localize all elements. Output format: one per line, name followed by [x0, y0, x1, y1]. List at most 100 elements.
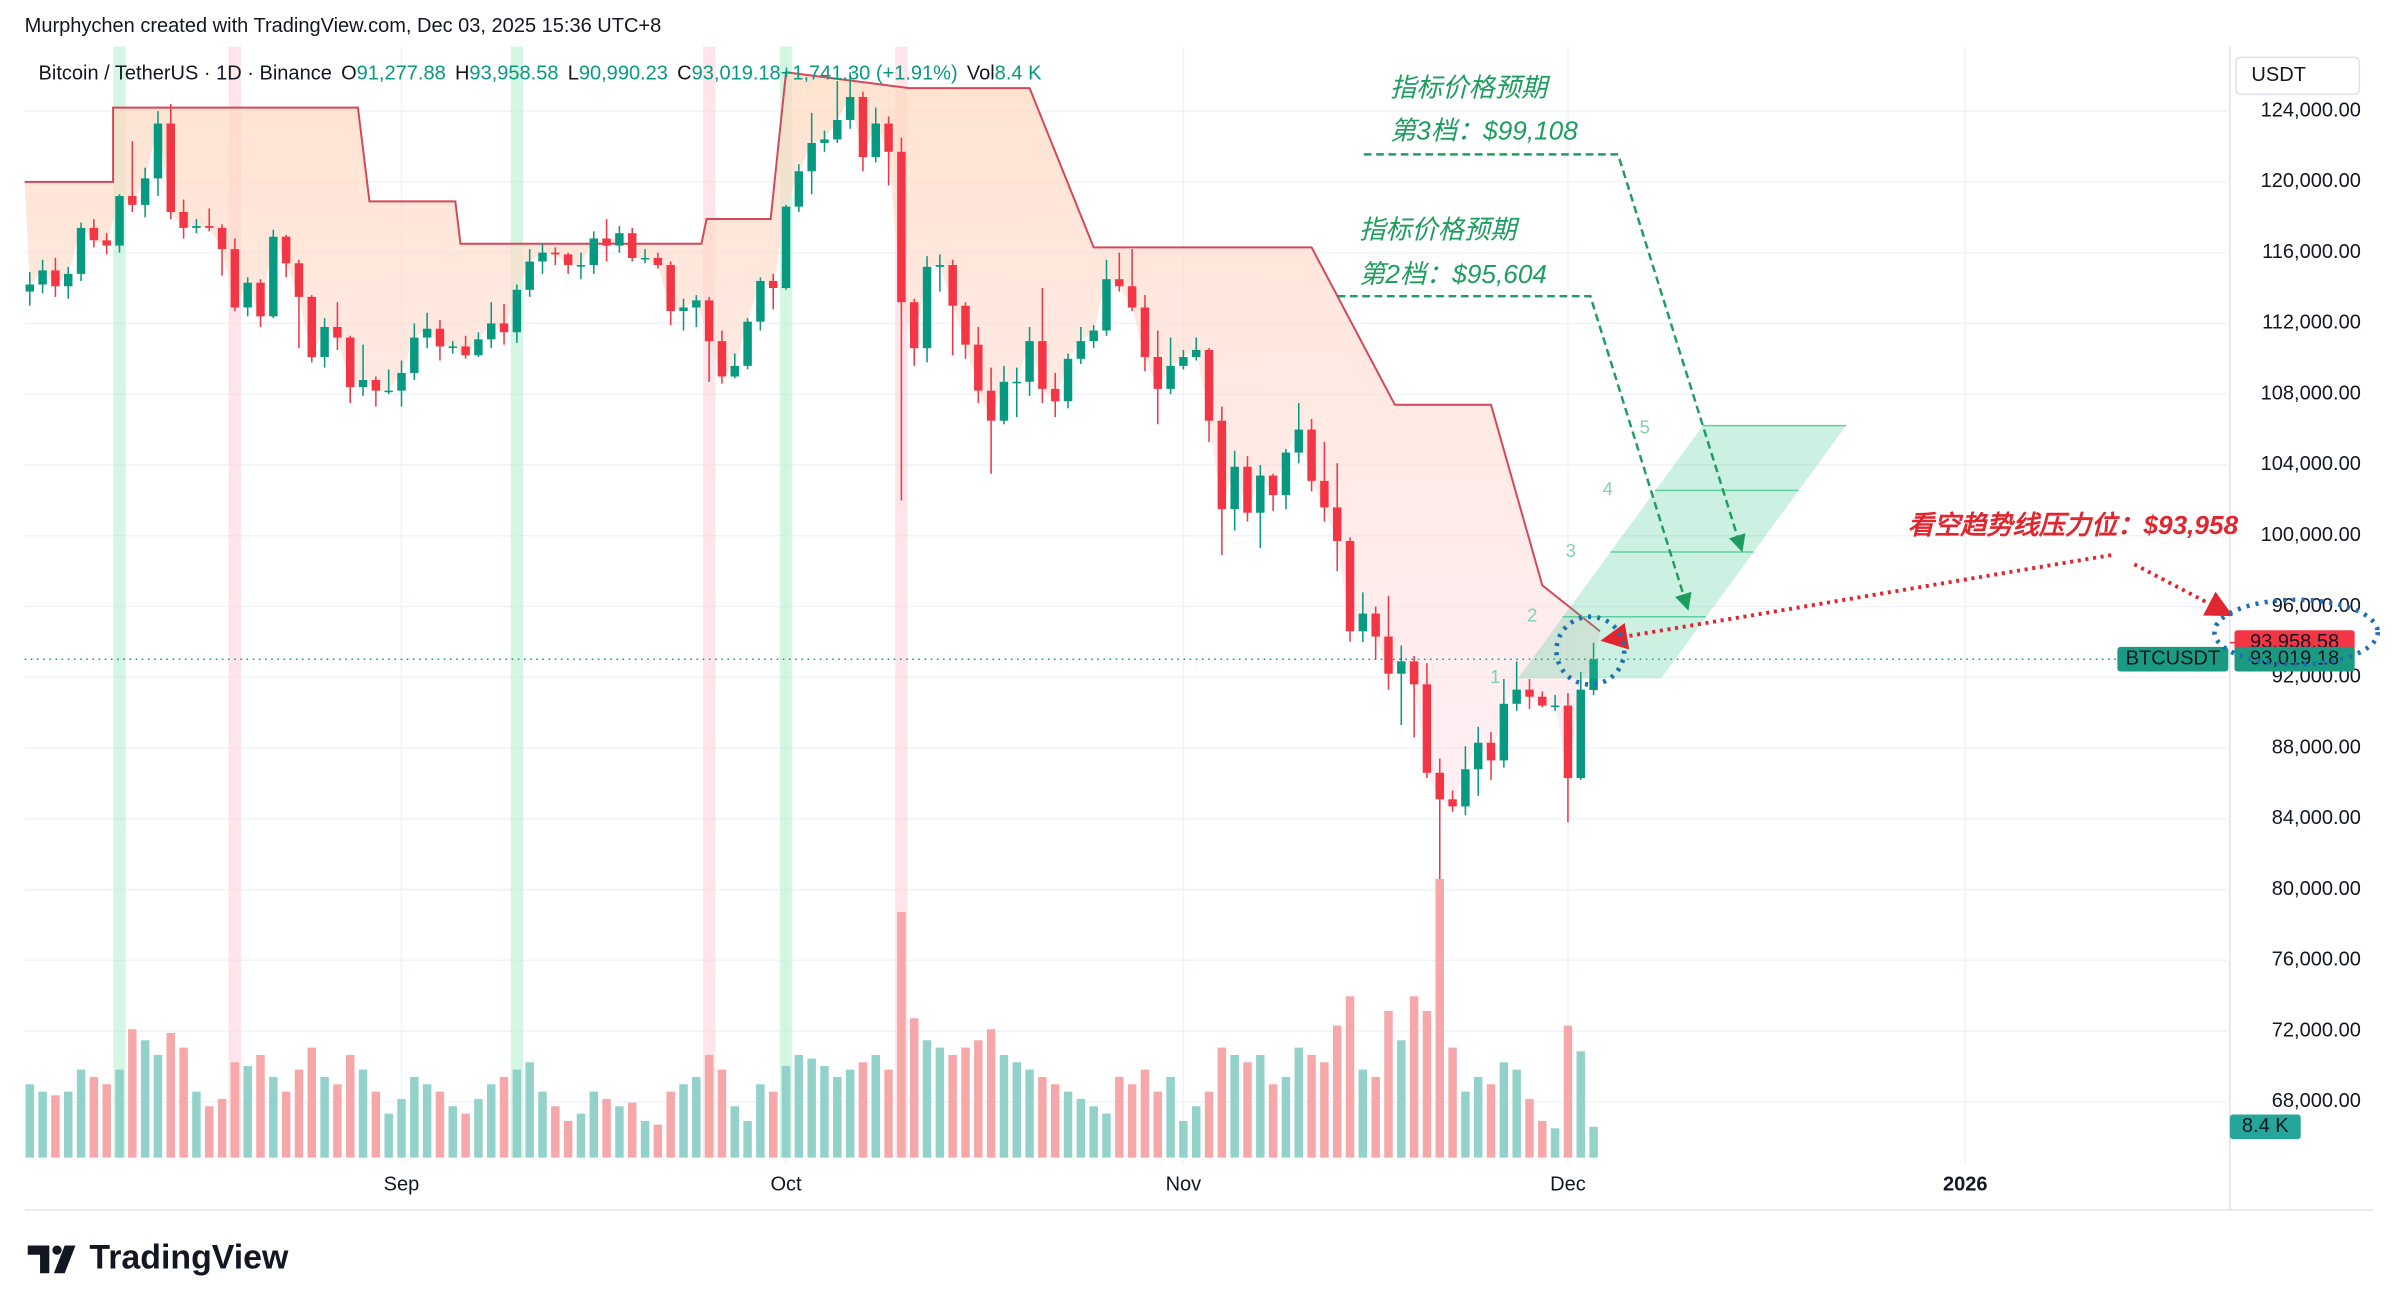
candle-body — [384, 390, 393, 393]
volume-bar — [333, 1084, 342, 1158]
attribution: Murphychen created with TradingView.com,… — [25, 15, 662, 37]
volume-bar — [525, 1062, 534, 1158]
candle-body — [576, 265, 586, 267]
candle-body — [474, 339, 483, 356]
volume-bar — [1397, 1040, 1406, 1158]
volume-bar — [192, 1091, 201, 1158]
candle-body — [820, 139, 829, 143]
candle-body — [538, 252, 547, 262]
candle-body — [525, 261, 534, 290]
candle-body — [1358, 613, 1368, 632]
symbol-tag: BTCUSDT — [2126, 648, 2221, 670]
volume-bar — [1038, 1076, 1047, 1158]
candle-body — [615, 233, 624, 246]
volume-bar — [666, 1091, 675, 1158]
volume-bar — [807, 1058, 816, 1158]
y-tick-label: 100,000.00 — [2261, 524, 2361, 546]
volume-bar — [1127, 1084, 1137, 1158]
candle-body — [1166, 365, 1175, 389]
candle-body — [1332, 507, 1342, 542]
candle-body — [1384, 636, 1393, 674]
volume-bar — [935, 1047, 945, 1158]
candle-body — [1230, 466, 1239, 510]
volume-bar — [128, 1029, 137, 1158]
candle-body — [884, 123, 893, 152]
candle-body — [1140, 307, 1150, 358]
y-tick-label: 112,000.00 — [2262, 312, 2361, 334]
candle-body — [1473, 742, 1483, 770]
candle-body — [1038, 341, 1047, 389]
x-tick-label: Oct — [770, 1174, 802, 1196]
volume-bar — [448, 1106, 458, 1158]
candle-body — [692, 300, 701, 308]
y-tick-label: 76,000.00 — [2272, 949, 2361, 971]
volume-tag: 8.4 K — [2242, 1115, 2289, 1137]
signal-column — [779, 46, 793, 1158]
last-price-tag-bg — [2234, 646, 2355, 672]
volume-bar — [1486, 1084, 1496, 1158]
volume-bar — [948, 1054, 957, 1158]
candle-body — [845, 96, 855, 120]
candle-body — [1448, 799, 1457, 807]
candle-body — [1063, 358, 1073, 402]
volume-bar — [1435, 878, 1444, 1158]
volume-bar — [576, 1113, 586, 1158]
candle-body — [1563, 705, 1573, 779]
volume-bar — [179, 1047, 188, 1158]
volume-bar — [1063, 1091, 1073, 1158]
signal-column — [510, 46, 524, 1158]
volume-bar — [730, 1106, 740, 1158]
candle-body — [64, 273, 73, 287]
signal-column — [113, 46, 126, 1158]
volume-bar — [781, 1065, 791, 1158]
volume-bar — [1243, 1062, 1252, 1158]
y-tick-label: 120,000.00 — [2261, 170, 2361, 192]
legend-value: 93,958.58 — [469, 63, 558, 85]
volume-bar — [269, 1076, 278, 1158]
candle-body — [961, 305, 970, 345]
x-tick-label: Dec — [1550, 1174, 1586, 1196]
volume-bar — [1589, 1126, 1598, 1158]
candle-body — [76, 227, 86, 274]
candle-body — [422, 328, 432, 338]
volume-bar — [1563, 1025, 1573, 1158]
volume-bar — [281, 1091, 291, 1158]
candle-body — [1025, 341, 1034, 382]
candle-body — [1345, 541, 1355, 632]
candle-body — [858, 96, 868, 158]
candle-body — [1422, 684, 1432, 773]
volume-bar — [1102, 1113, 1111, 1158]
candle-body — [1589, 659, 1598, 691]
candle-body — [102, 240, 111, 246]
volume-bar — [1512, 1069, 1521, 1158]
candle-body — [871, 123, 880, 158]
candle-body — [653, 257, 663, 266]
legend-value: 91,277.88 — [357, 63, 446, 85]
volume-bar — [512, 1069, 522, 1158]
legend-key: C — [677, 63, 691, 85]
candle-body — [1576, 689, 1585, 779]
candle-body — [281, 236, 291, 264]
volume-bar — [140, 1040, 150, 1158]
volume-bar — [1140, 1069, 1150, 1158]
volume-bar — [909, 1018, 919, 1158]
volume-bar — [487, 1084, 496, 1158]
candle-body — [1115, 279, 1124, 287]
volume-bar — [1499, 1062, 1509, 1158]
candle-body — [243, 282, 252, 308]
volume-bar — [102, 1084, 111, 1158]
volume-bar — [1345, 996, 1355, 1158]
candle-body — [1294, 429, 1303, 453]
candle-body — [230, 249, 240, 308]
candle-body — [1499, 703, 1509, 761]
volume-bar — [1268, 1084, 1278, 1158]
volume-bar — [474, 1098, 483, 1158]
y-tick-label: 84,000.00 — [2272, 807, 2361, 829]
volume-bar — [76, 1069, 86, 1158]
candle-body — [307, 296, 317, 358]
candle-body — [1371, 613, 1380, 637]
volume-bar — [294, 1069, 304, 1158]
last-price-tag: 93,019.18 — [2250, 648, 2339, 670]
legend-value: +1,741.30 (+1.91%) — [781, 63, 958, 85]
